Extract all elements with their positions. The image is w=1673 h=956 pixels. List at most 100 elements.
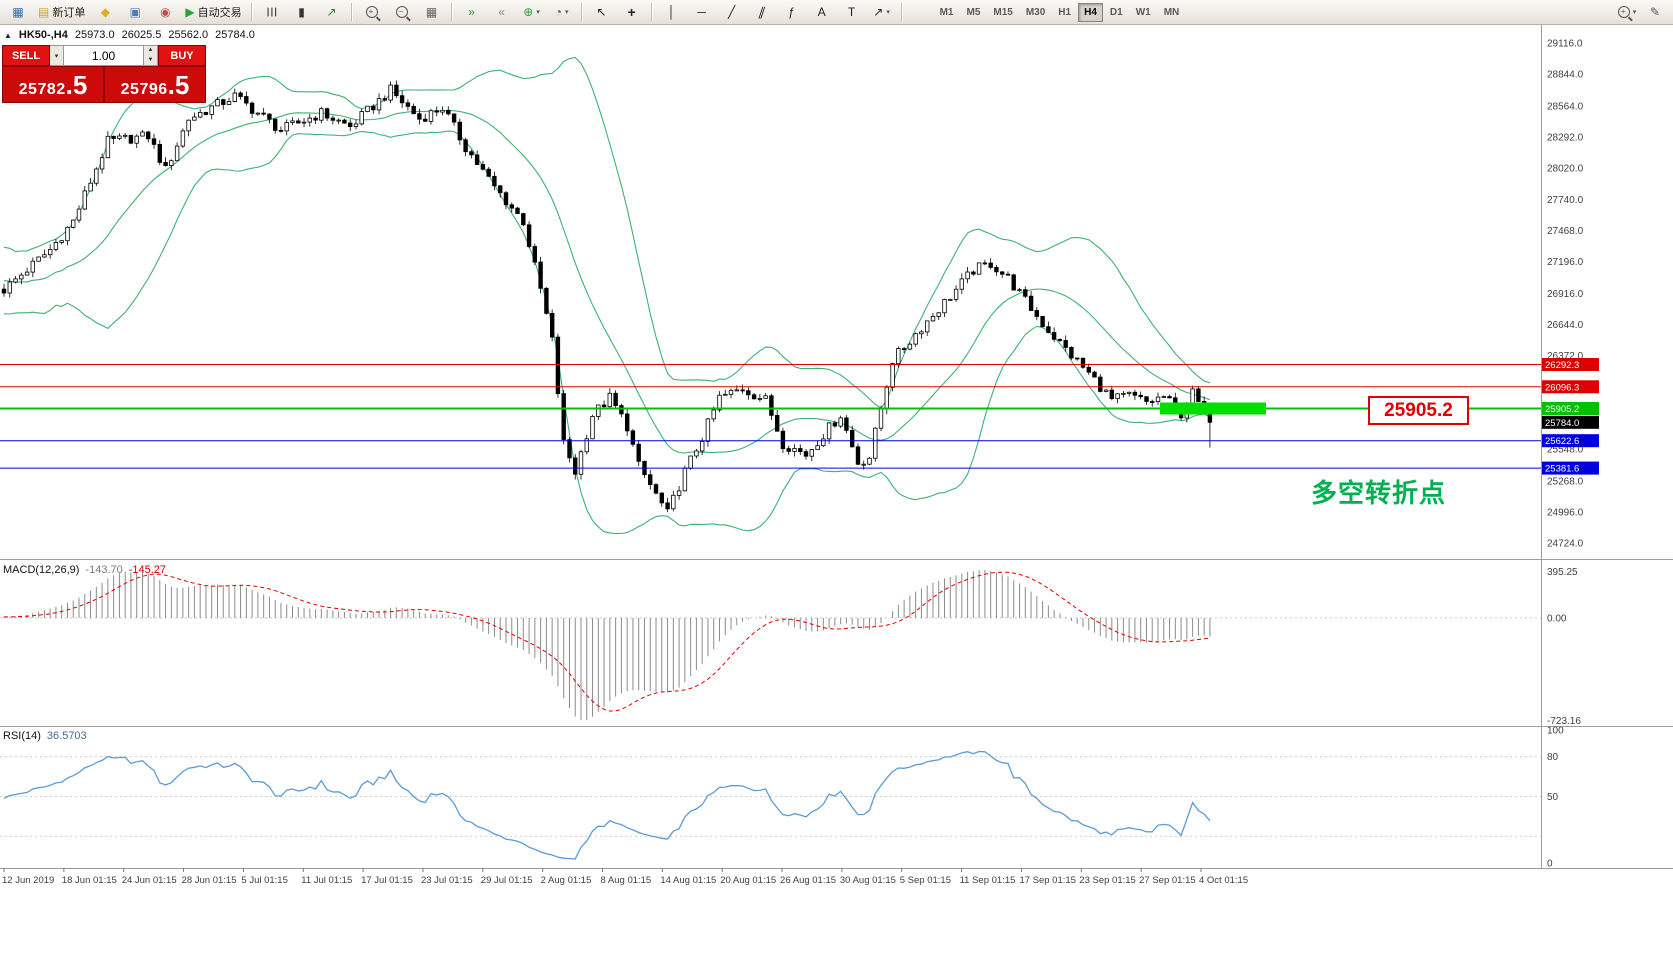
timeframe-m15-button[interactable]: M15 xyxy=(993,6,1013,18)
price-callout-box[interactable]: 25905.2 xyxy=(1368,396,1469,425)
timeframe-m1-button[interactable]: M1 xyxy=(939,6,954,18)
caret-down-icon: ▾ xyxy=(536,9,540,16)
scroll-icon: » xyxy=(468,5,475,19)
tline-icon: ╱ xyxy=(727,5,736,19)
svg-text:26096.3: 26096.3 xyxy=(1545,382,1579,393)
toolbar-separator xyxy=(450,3,453,21)
timeframe-h4-button[interactable]: H4 xyxy=(1078,2,1103,22)
highlight-bar[interactable] xyxy=(1160,402,1266,415)
buy-price-display[interactable]: 25796 .5 xyxy=(104,66,206,103)
price-tag-26096.3 xyxy=(1542,380,1599,394)
svg-text:27196.0: 27196.0 xyxy=(1547,257,1584,268)
time-scale[interactable]: 12 Jun 2019 18 Jun 01:15 24 Jun 01:15 28 Ju… xyxy=(2,868,1248,886)
sell-button[interactable]: SELL xyxy=(2,45,50,66)
text-button[interactable]: A xyxy=(808,1,836,23)
svg-text:25548.0: 25548.0 xyxy=(1547,445,1584,456)
line-chart-button[interactable]: ↗ xyxy=(318,1,346,23)
edit-button[interactable]: ✎ xyxy=(1641,1,1669,23)
turning-point-note[interactable]: 多空转折点 xyxy=(1311,478,1447,508)
svg-text:80: 80 xyxy=(1547,752,1559,763)
svg-text:26 Aug 01:15: 26 Aug 01:15 xyxy=(780,875,836,886)
market-button[interactable]: ▣ xyxy=(121,1,149,23)
svg-text:28020.0: 28020.0 xyxy=(1547,163,1584,174)
fibo-icon: ƒ xyxy=(788,5,795,19)
svg-text:26644.0: 26644.0 xyxy=(1547,320,1584,331)
stepper-up-icon[interactable]: ▲ xyxy=(147,47,154,53)
search-button[interactable]: + ▾ xyxy=(1613,1,1641,23)
svg-text:29 Jul 01:15: 29 Jul 01:15 xyxy=(481,875,533,886)
arrows-button[interactable]: ↗ ▾ xyxy=(868,1,896,23)
square-icon: ▣ xyxy=(129,5,142,19)
svg-text:25622.6: 25622.6 xyxy=(1545,436,1579,447)
volume-stepper[interactable]: ▲ ▼ xyxy=(144,45,158,66)
trendline-button[interactable]: ╱ xyxy=(718,1,746,23)
svg-text:25784.0: 25784.0 xyxy=(1545,418,1579,429)
timeframe-h1-button[interactable]: H1 xyxy=(1058,6,1072,18)
rsi-pane-label: RSI(14) 36.5703 xyxy=(3,730,87,742)
chart-shift-button[interactable]: « xyxy=(488,1,516,23)
tile-windows-button[interactable]: ▦ xyxy=(418,1,446,23)
caret-down-icon: ▾ xyxy=(1632,9,1637,16)
volume-input[interactable]: 1.00 xyxy=(64,45,144,66)
svg-text:50: 50 xyxy=(1547,792,1559,803)
signals-button[interactable]: ◉ xyxy=(151,1,179,23)
svg-text:28564.0: 28564.0 xyxy=(1547,101,1584,112)
indicators-button[interactable]: ⊕ ▾ xyxy=(518,1,546,23)
sell-price-display[interactable]: 25782 .5 xyxy=(2,66,104,103)
candle-chart-button[interactable]: ▮ xyxy=(288,1,316,23)
high-value: 26025.5 xyxy=(121,29,162,41)
stepper-down-icon[interactable]: ▼ xyxy=(147,56,154,63)
auto-scroll-button[interactable]: » xyxy=(458,1,486,23)
bollinger-lower-line xyxy=(3,130,1211,535)
svg-text:28844.0: 28844.0 xyxy=(1547,70,1584,81)
autotrading-label: 自动交易 xyxy=(197,7,242,19)
symbol-period-label: HK50-,H4 xyxy=(18,29,68,41)
metaeditor-button[interactable]: ◆ xyxy=(91,1,119,23)
grid-icon: ▦ xyxy=(425,5,438,19)
periods-button[interactable]: ◔ ▾ xyxy=(548,1,576,23)
timeframe-mn-button[interactable]: MN xyxy=(1163,6,1180,18)
toolbar-separator xyxy=(580,3,583,21)
caret-down-icon: ▾ xyxy=(54,52,59,60)
one-click-panel-toggle-icon[interactable]: ▲ xyxy=(4,30,12,40)
horizontal-line-button[interactable]: ─ xyxy=(688,1,716,23)
sell-price-main: 25782 xyxy=(18,81,66,98)
zoom-in-button[interactable]: + xyxy=(358,1,386,23)
cursor-button[interactable]: ↖ xyxy=(588,1,616,23)
new-order-label: 新订单 xyxy=(52,7,86,19)
timeframe-d1-button[interactable]: D1 xyxy=(1109,6,1123,18)
timeframe-w1-button[interactable]: W1 xyxy=(1135,6,1151,18)
bar-chart-button[interactable]: ☰ xyxy=(258,1,286,23)
buy-price-main: 25796 xyxy=(120,81,168,98)
buy-button[interactable]: BUY xyxy=(158,45,206,66)
autotrading-button[interactable]: ▶ 自动交易 xyxy=(181,1,245,23)
plus-circle-icon: ⊕ xyxy=(523,5,534,19)
chart-window[interactable]: 29116.0 28844.0 28564.0 28292.0 28020.0 27740… xyxy=(0,25,1673,951)
crosshair-button[interactable]: + xyxy=(618,1,646,23)
svg-text:26372.0: 26372.0 xyxy=(1547,351,1584,362)
fibonacci-button[interactable]: ƒ xyxy=(778,1,806,23)
cross-icon: + xyxy=(627,4,636,20)
svg-text:395.25: 395.25 xyxy=(1547,567,1578,578)
new-order-button[interactable]: ▤ 新订单 xyxy=(34,1,89,23)
chart-canvas[interactable]: 29116.0 28844.0 28564.0 28292.0 28020.0 27740… xyxy=(0,25,1673,951)
charts-menu-button[interactable]: ▦ xyxy=(4,1,32,23)
svg-text:4 Oct 01:15: 4 Oct 01:15 xyxy=(1199,875,1248,886)
price-scale[interactable]: 29116.0 28844.0 28564.0 28292.0 28020.0 27740… xyxy=(1542,39,1599,870)
volume-dropdown-button[interactable]: ▾ xyxy=(50,45,64,66)
zoom-out-button[interactable]: − xyxy=(388,1,416,23)
candlestick-series xyxy=(1,80,1213,513)
one-click-trading-panel: SELL ▾ 1.00 ▲ ▼ BUY 25782 .5 25796 .5 xyxy=(2,45,206,103)
svg-text:27 Sep 01:15: 27 Sep 01:15 xyxy=(1139,875,1196,886)
timeframe-m30-button[interactable]: M30 xyxy=(1025,6,1046,18)
main-toolbar: ▦ ▤ 新订单 ◆ ▣ ◉ ▶ 自动交易 ☰ ▮ ↗ + − ▦» «⊕ ▾ ◔ ▾ ↖ + │ ─ ╱ ∥ ƒ A T ↗ ▾ M1 M5… xyxy=(0,0,1673,25)
svg-text:24 Jun 01:15: 24 Jun 01:15 xyxy=(122,875,177,886)
label-button[interactable]: T xyxy=(838,1,866,23)
price-tag-25622.6 xyxy=(1542,434,1599,448)
vertical-line-button[interactable]: │ xyxy=(658,1,686,23)
macd-signal-value: -145.27 xyxy=(128,564,167,576)
timeframe-m5-button[interactable]: M5 xyxy=(966,6,981,18)
channel-button[interactable]: ∥ xyxy=(748,1,776,23)
svg-text:30 Aug 01:15: 30 Aug 01:15 xyxy=(840,875,896,886)
rsi-name: RSI(14) xyxy=(3,730,41,742)
